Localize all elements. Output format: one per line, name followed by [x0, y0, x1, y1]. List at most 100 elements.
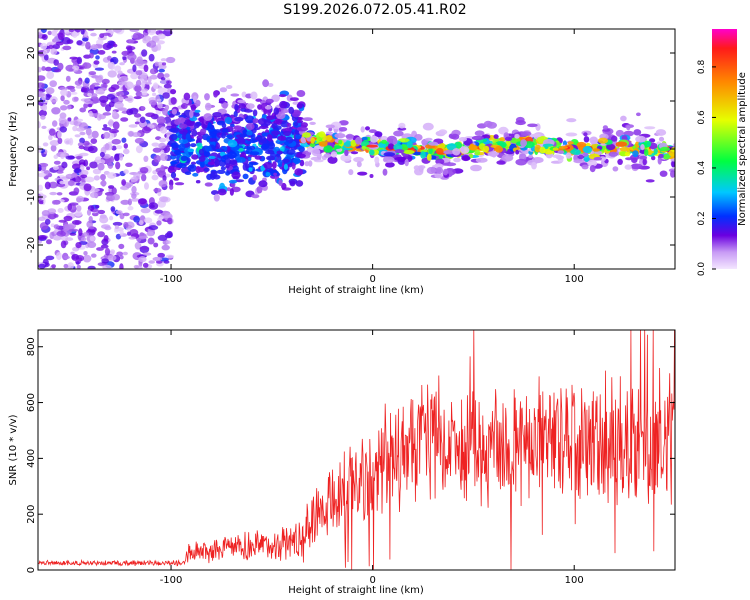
spectrogram-cell — [40, 29, 47, 34]
spectrogram-cell — [79, 137, 85, 144]
spectrogram-cell — [565, 152, 572, 159]
spectrogram-cell — [493, 134, 499, 139]
spectrogram-cell — [70, 173, 78, 178]
spectrogram-cell — [263, 161, 273, 169]
spectrogram-cell — [83, 183, 92, 192]
spectrogram-cell — [102, 264, 112, 269]
spectrogram-cell — [251, 194, 260, 199]
spectrogram-cell — [88, 103, 93, 108]
spectrogram-cell — [360, 126, 365, 133]
colorbar-tick-label: 0.4 — [697, 161, 707, 176]
spectrogram-cell — [204, 93, 210, 101]
spectrogram-cell — [558, 146, 569, 149]
spectrogram-cell — [284, 141, 290, 146]
colorbar-tick-label: 0.0 — [697, 262, 707, 277]
spectrogram-cell — [267, 108, 271, 116]
spectrogram-cell — [157, 234, 168, 241]
spectrogram-cell — [592, 148, 600, 152]
spectrogram-cell — [327, 156, 338, 164]
spectrogram-cell — [158, 68, 165, 73]
spectrogram-cell — [52, 165, 59, 171]
spectrogram-cell — [293, 121, 299, 127]
spectrogram-cell — [170, 171, 177, 179]
spectrogram-cell — [130, 198, 140, 202]
spectrogram-cell — [162, 175, 167, 182]
spectrogram-cell — [181, 103, 188, 109]
spectrogram-cell — [651, 155, 656, 161]
spectrogram-cell — [88, 226, 95, 230]
spectrogram-cell — [632, 150, 639, 158]
spectrogram-cell — [229, 159, 238, 165]
spectrogram-cell — [159, 137, 167, 143]
spectrogram-cell — [244, 115, 255, 123]
spectrogram-cell — [165, 56, 176, 64]
spectrogram-cell — [88, 71, 97, 76]
spectrogram-cell — [276, 118, 282, 125]
spectrogram-cell — [60, 240, 67, 249]
spectrogram-cell — [250, 162, 259, 166]
spectrogram-cell — [109, 128, 119, 134]
spectrogram-cell — [280, 120, 290, 128]
spectrogram-y-label: Frequency (Hz) — [8, 111, 19, 187]
spectrogram-cell — [122, 251, 128, 256]
spectrogram-cell — [65, 64, 75, 72]
spectrogram-cell — [302, 117, 313, 121]
spectrogram-cell — [46, 239, 52, 245]
spectrogram-cell — [118, 243, 125, 250]
spectrogram-cell — [98, 114, 106, 120]
spectrogram-cell — [38, 184, 43, 192]
spectrogram-cell — [309, 143, 316, 147]
spectrogram-cell — [70, 88, 76, 93]
spectrogram-cell — [96, 159, 106, 165]
spectrogram-cell — [162, 92, 170, 99]
spectrogram-cell — [583, 132, 588, 137]
spectrogram-cell — [63, 255, 70, 260]
spectrogram-cell — [309, 121, 316, 125]
spectrogram-cell — [157, 252, 165, 258]
spectrogram-cell — [208, 155, 216, 160]
spectrogram-cell — [43, 49, 48, 55]
spectrogram-cell — [663, 154, 671, 160]
snr-y-label: SNR (10 * v/v) — [8, 414, 19, 485]
spectrogram-cell — [79, 164, 85, 171]
spectrogram-cell — [53, 224, 60, 230]
spectrogram-cell — [160, 58, 167, 62]
spectrogram-cell — [161, 244, 170, 251]
spectrogram-cell — [52, 44, 60, 50]
y-tick-label: 0 — [26, 146, 37, 152]
spectrogram-cell — [41, 66, 46, 71]
spectrogram-cell — [272, 161, 277, 169]
spectrogram-cell — [256, 186, 263, 194]
spectrogram-cell — [70, 91, 78, 95]
spectrogram-cell — [74, 134, 81, 138]
spectrogram-cell — [566, 118, 577, 123]
spectrogram-cell — [185, 133, 191, 140]
spectrogram-cell — [128, 39, 135, 44]
spectrogram-cell — [311, 148, 321, 157]
spectrogram-cell — [296, 126, 309, 132]
spectrogram-cell — [63, 99, 70, 105]
spectrogram-cell — [159, 153, 168, 161]
spectrogram-cell — [114, 101, 124, 109]
spectrogram-cell — [567, 141, 574, 145]
spectrogram-cell — [112, 110, 117, 117]
spectrogram-cell — [143, 64, 149, 73]
spectrogram-cell — [83, 251, 88, 256]
spectrogram-cell — [109, 61, 115, 70]
spectrogram-cell — [153, 155, 161, 163]
spectrogram-cell — [474, 130, 485, 136]
colorbar-ticks: 0.0 0.2 0.4 0.6 0.8 — [697, 59, 716, 276]
spectrogram-cell — [207, 161, 215, 166]
spectrogram-cell — [453, 157, 461, 163]
spectrogram-cell — [44, 93, 51, 101]
spectrogram-cell — [72, 65, 80, 70]
spectrogram-cell — [148, 225, 159, 231]
spectrogram-cell — [48, 128, 56, 136]
spectrogram-cell — [143, 155, 149, 162]
spectrogram-cell — [107, 40, 115, 46]
spectrogram-cell — [142, 252, 152, 256]
spectrogram-cell — [236, 156, 246, 163]
spectrogram-cell — [660, 146, 670, 152]
spectrogram-cell — [97, 162, 105, 171]
spectrogram-cell — [232, 165, 239, 172]
